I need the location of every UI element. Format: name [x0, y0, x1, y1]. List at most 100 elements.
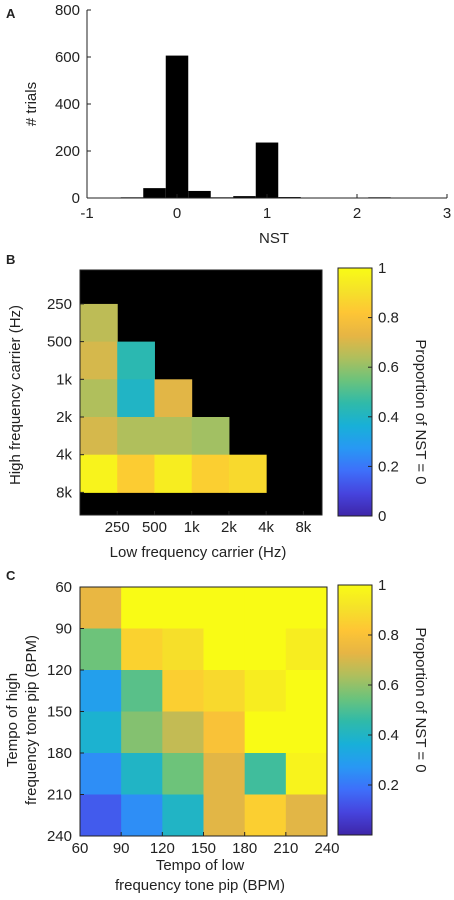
panel-b-y-tick-label: 4k	[56, 447, 72, 464]
histogram-bar	[255, 142, 279, 198]
panel-c-colorbar-tick-label: 1	[378, 577, 386, 594]
heatmap-cell	[80, 379, 118, 418]
panel-b-colorbar-label: Proportion of NST = 0	[412, 339, 429, 484]
panel-a-bars	[98, 55, 414, 199]
heatmap-cell	[285, 794, 328, 837]
heatmap-cell	[121, 753, 163, 795]
panel-c-x-tick-label: 150	[191, 840, 216, 857]
heatmap-cell	[203, 587, 246, 629]
panel-c-x-tick-label: 240	[314, 840, 339, 857]
heatmap-cell	[117, 454, 155, 493]
panel-c-x-tick-label: 210	[273, 840, 298, 857]
panel-a-x-tick-label: 2	[353, 205, 361, 222]
panel-b: B 250 500 1k 2k 4k 8k 250 500 1k 2k 4k 8k Low frequ…	[6, 252, 429, 561]
heatmap-cell	[121, 794, 163, 837]
heatmap-cell	[121, 670, 163, 712]
panel-a-x-tick-label: 1	[263, 205, 271, 222]
panel-a-xlabel: NST	[259, 230, 289, 247]
heatmap-cell	[285, 670, 328, 712]
panel-c-y-tick-label: 120	[47, 662, 72, 679]
heatmap-cell	[162, 670, 204, 712]
panel-b-colorbar: 0 0.2 0.4 0.6 0.8 1	[337, 260, 399, 525]
heatmap-cell	[191, 417, 230, 456]
panel-a-x-tick-label: 0	[173, 205, 181, 222]
panel-c-y-tick-label: 210	[47, 787, 72, 804]
heatmap-cell	[154, 454, 193, 493]
panel-c-y-tick-label: 60	[55, 579, 72, 596]
panel-c-ylabel-line1: Tempo of high	[4, 673, 21, 767]
heatmap-cell	[80, 587, 122, 629]
panel-a-y-tick-label: 0	[72, 190, 80, 207]
panel-b-x-tick-label: 4k	[258, 519, 274, 536]
panel-c-x-tick-label: 60	[72, 840, 89, 857]
heatmap-cell	[285, 628, 328, 671]
panel-c-y-tick-label: 150	[47, 704, 72, 721]
panel-b-letter: B	[6, 252, 15, 267]
panel-b-x-tick-label: 1k	[184, 519, 200, 536]
heatmap-cell	[203, 794, 246, 837]
panel-b-y-tick-label: 500	[47, 334, 72, 351]
panel-c-y-tick-label: 180	[47, 745, 72, 762]
panel-c: C 60 90 120 150 180 210 2406090120150180210240…	[4, 568, 429, 894]
panel-c-x-tick-label: 180	[232, 840, 257, 857]
panel-b-x-tick-label: 2k	[221, 519, 237, 536]
heatmap-cell	[80, 303, 118, 343]
panel-c-colorbar-gradient	[337, 584, 373, 836]
panel-a-y-tick-label: 400	[55, 96, 80, 113]
panel-b-xlabel: Low frequency carrier (Hz)	[110, 544, 287, 561]
panel-c-colorbar-tick-label: 0.8	[378, 627, 399, 644]
histogram-bar	[143, 188, 166, 198]
heatmap-cell	[244, 794, 287, 837]
heatmap-cell	[162, 628, 204, 671]
panel-c-ylabel-line2: frequency tone pip (BPM)	[23, 635, 40, 805]
panel-b-y-tick-label: 8k	[56, 484, 72, 501]
panel-c-xlabel-line2: frequency tone pip (BPM)	[115, 877, 285, 894]
panel-b-colorbar-tick-label: 0.6	[378, 359, 399, 376]
panel-a-y-tick-label: 600	[55, 49, 80, 66]
heatmap-cell	[285, 711, 328, 754]
heatmap-cell	[162, 711, 204, 754]
panel-a-y-tick-label: 200	[55, 143, 80, 160]
panel-b-colorbar-tick-label: 1	[378, 260, 386, 277]
heatmap-cell	[285, 753, 328, 795]
panel-c-heatmap	[80, 587, 328, 837]
heatmap-cell	[162, 587, 204, 629]
panel-a-letter: A	[6, 6, 16, 21]
histogram-bar	[188, 190, 211, 198]
panel-c-y-tick-label: 90	[55, 621, 72, 638]
panel-b-x-tick-label: 500	[142, 519, 167, 536]
panel-c-y-tick-label: 240	[47, 828, 72, 845]
heatmap-cell	[80, 711, 122, 754]
panel-c-letter: C	[6, 568, 16, 583]
heatmap-cell	[121, 587, 163, 629]
panel-c-colorbar-label: Proportion of NST = 0	[412, 627, 429, 772]
heatmap-cell	[162, 794, 204, 837]
panel-b-colorbar-tick-label: 0.8	[378, 310, 399, 327]
heatmap-cell	[80, 341, 118, 380]
panel-b-y-tick-label: 2k	[56, 409, 72, 426]
heatmap-cell	[154, 417, 193, 456]
panel-b-y-tick-label: 250	[47, 296, 72, 313]
panel-c-colorbar-tick-label: 0.2	[378, 777, 399, 794]
heatmap-cell	[203, 628, 246, 671]
heatmap-cell	[244, 753, 287, 795]
heatmap-cell	[244, 628, 287, 671]
heatmap-cell	[244, 587, 287, 629]
panel-b-frame	[79, 269, 323, 516]
heatmap-cell	[121, 628, 163, 671]
panel-a-x-tick-label: -1	[80, 205, 93, 222]
panel-c-colorbar: 0.2 0.4 0.6 0.8 1	[337, 577, 399, 836]
heatmap-cell	[117, 379, 155, 418]
panel-b-ylabel: High frequency carrier (Hz)	[7, 305, 24, 485]
heatmap-cell	[244, 670, 287, 712]
panel-b-y-tick-label: 1k	[56, 371, 72, 388]
panel-a-ylabel: # trials	[23, 82, 40, 126]
histogram-bar	[233, 196, 256, 198]
heatmap-cell	[80, 794, 122, 837]
panel-b-colorbar-tick-label: 0.2	[378, 458, 399, 475]
panel-b-heatmap	[80, 270, 322, 515]
panel-b-colorbar-gradient	[337, 267, 373, 517]
